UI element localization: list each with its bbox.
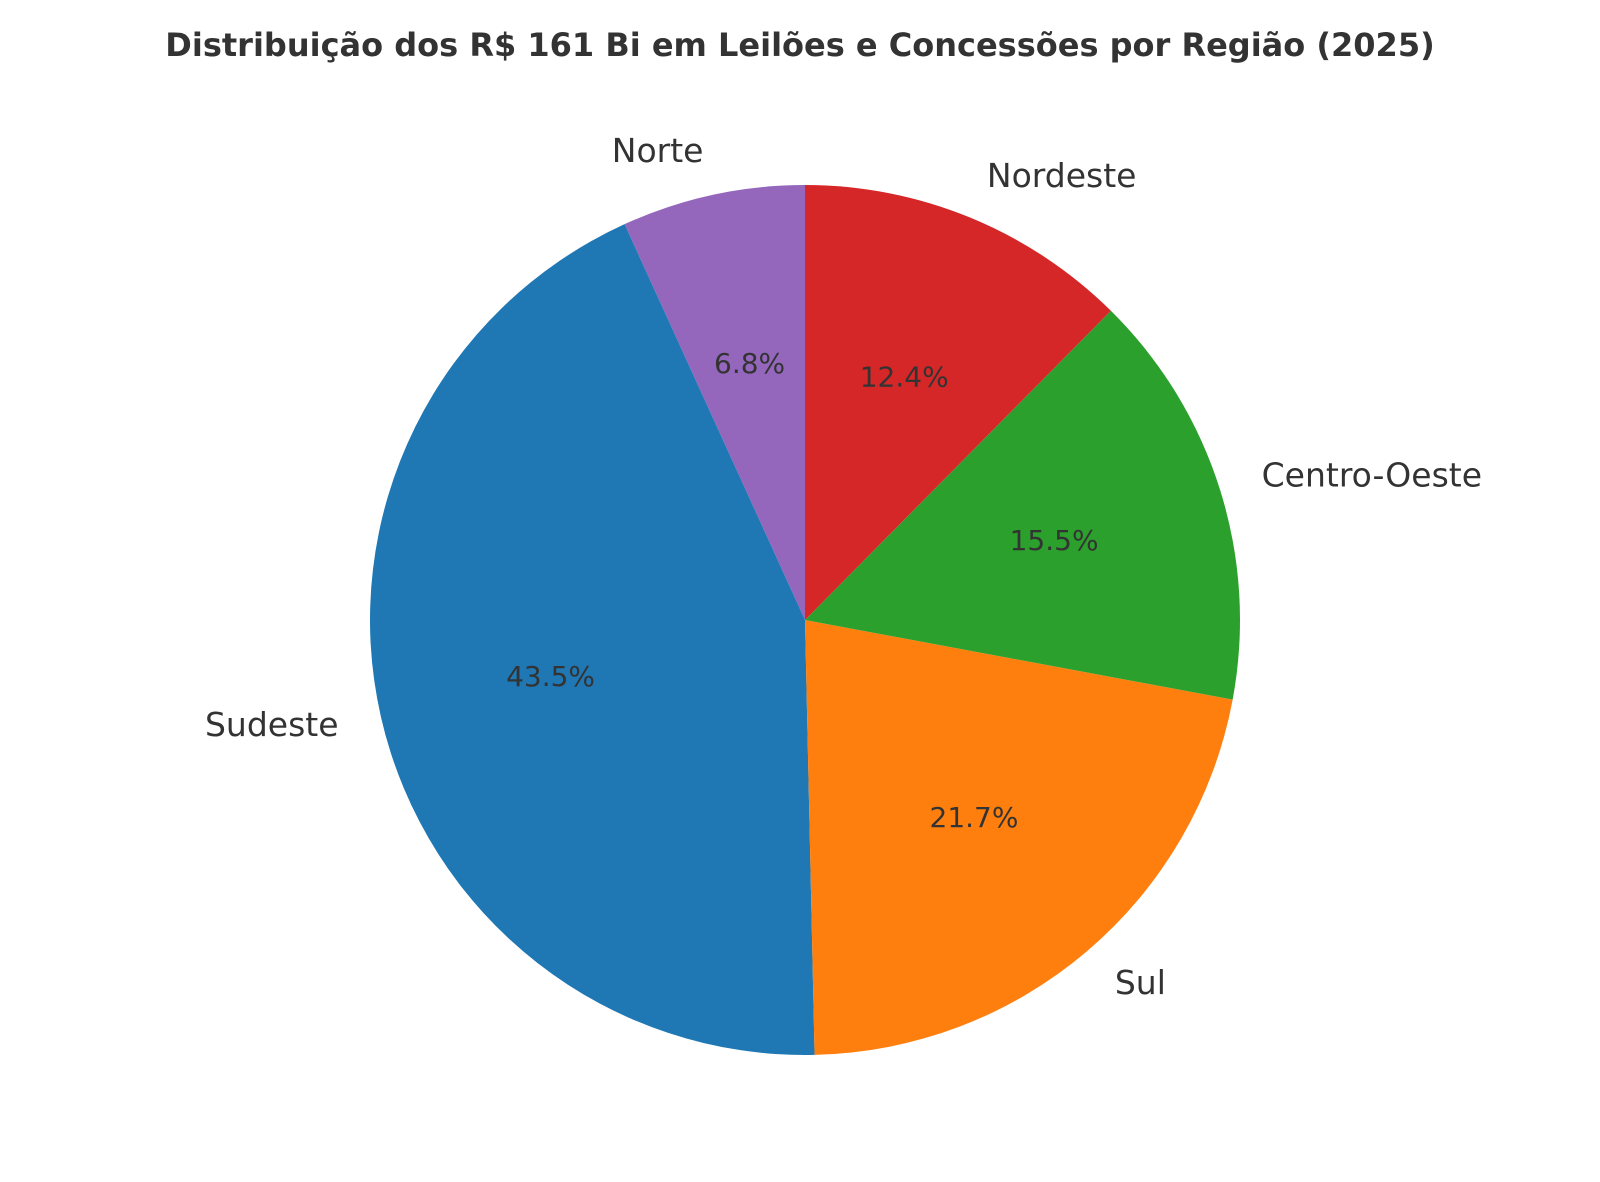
pie-slice-nordeste (805, 185, 1111, 620)
slice-label-nordeste: Nordeste (987, 156, 1137, 195)
pct-label-sul: 21.7% (930, 801, 1019, 834)
pct-label-nordeste: 12.4% (860, 361, 949, 394)
pct-label-norte: 6.8% (714, 347, 785, 380)
pie-slice-sudeste (369, 224, 815, 1055)
pct-label-sudeste: 43.5% (506, 660, 595, 693)
pie-labels: Norte 6.8% Sudeste 43.5% Sul 21.7% Centro-Oest… (205, 131, 1482, 1002)
pie-slice-norte (624, 185, 805, 620)
slice-label-sul: Sul (1115, 963, 1166, 1002)
slice-label-sudeste: Sudeste (205, 705, 339, 744)
pie-slices (369, 185, 1240, 1055)
slice-label-norte: Norte (612, 131, 704, 170)
pie-slice-sul (805, 620, 1233, 1055)
chart-title: Distribuição dos R$ 161 Bi em Leilões e … (165, 26, 1434, 64)
slice-label-centro-oeste: Centro-Oeste (1262, 456, 1482, 495)
pct-label-centro-oeste: 15.5% (1010, 524, 1099, 557)
pie-slice-centro-oeste (805, 310, 1240, 700)
